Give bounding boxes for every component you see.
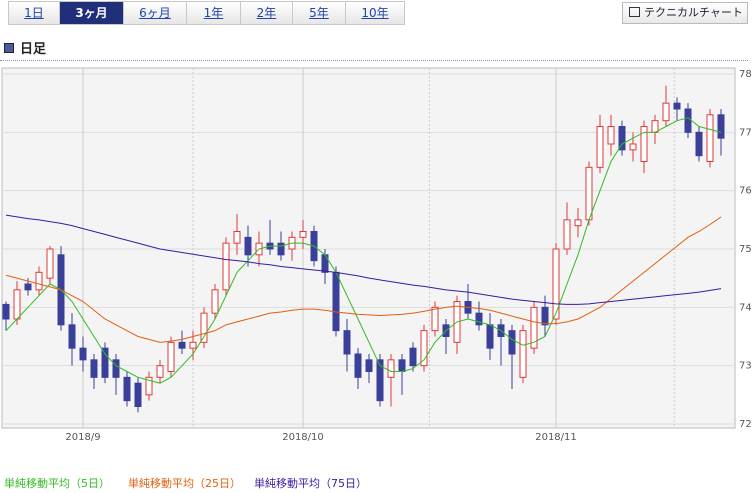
candle-body — [222, 242, 230, 291]
candle-body — [167, 341, 175, 373]
candle-body — [134, 382, 142, 407]
candle-body — [552, 248, 560, 320]
divider — [0, 60, 748, 61]
candle-body — [717, 114, 725, 139]
ma-line — [5, 117, 722, 384]
candle-body — [376, 359, 384, 402]
y-tick-label: 73 — [739, 361, 752, 372]
y-tick-label: 74 — [739, 302, 752, 313]
candle-body — [662, 102, 670, 122]
section-title: 日足 — [20, 42, 47, 57]
button-label: テクニカルチャート — [644, 6, 743, 19]
ma-line — [5, 216, 722, 343]
y-tick-label: 77 — [739, 127, 752, 138]
y-tick-label: 78 — [739, 69, 752, 80]
candle-body — [530, 306, 538, 349]
candle-body — [244, 236, 252, 256]
candle-body — [684, 108, 692, 133]
candle-body — [508, 330, 516, 355]
candle-body — [200, 312, 208, 343]
candle-body — [541, 306, 549, 326]
candle-body — [90, 359, 98, 378]
candle-body — [420, 330, 428, 367]
y-tick-label: 76 — [739, 186, 752, 197]
y-tick-label: 75 — [739, 244, 752, 255]
candle-body — [431, 306, 439, 332]
candle-body — [563, 219, 571, 250]
candle-body — [211, 289, 219, 314]
candle-body — [387, 359, 395, 378]
candle-body — [519, 330, 527, 378]
candle-body — [79, 347, 87, 361]
candle-body — [475, 312, 483, 326]
candle-body — [354, 353, 362, 378]
candle-body — [585, 166, 593, 221]
candle-body — [409, 347, 417, 367]
candle-body — [651, 120, 659, 133]
candle-body — [101, 347, 109, 378]
candle-body — [486, 324, 494, 349]
period-tab[interactable]: 6ヶ月 — [123, 1, 187, 25]
candle-body — [596, 126, 604, 168]
period-tab[interactable]: 1年 — [186, 1, 241, 25]
candle-body — [24, 283, 32, 291]
candle-body — [35, 271, 43, 291]
technical-chart-button[interactable]: テクニカルチャート — [622, 2, 748, 24]
candle-body — [2, 303, 10, 320]
candle-body — [629, 143, 637, 151]
candle-body — [189, 341, 197, 349]
period-tab[interactable]: 10年 — [345, 1, 405, 25]
candle-body — [46, 248, 54, 279]
section-header: 日足 — [4, 38, 46, 57]
candle-body — [673, 102, 681, 110]
x-tick-label: 2018/9 — [65, 432, 100, 443]
x-tick-label: 2018/10 — [282, 432, 324, 443]
period-tab[interactable]: 2年 — [240, 1, 293, 25]
candle-body — [343, 330, 351, 355]
candle-body — [299, 231, 307, 238]
candle-body — [640, 126, 648, 162]
candle-body — [574, 219, 582, 227]
candle-body — [13, 289, 21, 320]
candle-body — [398, 359, 406, 373]
candle-body — [233, 231, 241, 244]
candle-body — [618, 126, 626, 151]
candle-body — [68, 324, 76, 349]
x-tick-label: 2018/11 — [535, 432, 577, 443]
candle-body — [607, 126, 615, 145]
candle-body — [365, 359, 373, 373]
legend-entry: 単純移動平均（5日） — [4, 476, 110, 490]
candle-body — [706, 114, 714, 163]
y-tick-label: 72 — [739, 419, 752, 430]
candle-body — [145, 376, 153, 396]
candle-body — [695, 131, 703, 157]
candle-body — [156, 365, 164, 378]
candle-body — [178, 341, 186, 349]
period-tabs: 1日 3ヶ月 6ヶ月 1年 2年 5年 10年 — [8, 1, 405, 25]
period-tab[interactable]: 3ヶ月 — [59, 1, 124, 25]
legend-entry: 単純移動平均（25日） — [128, 476, 241, 490]
period-tab[interactable]: 1日 — [8, 1, 60, 25]
candle-body — [332, 271, 340, 332]
candle-body — [112, 359, 120, 378]
legend-entry: 単純移動平均（75日） — [254, 476, 367, 490]
candle-body — [123, 376, 131, 402]
ma-line — [5, 214, 722, 305]
candle-body — [277, 242, 285, 256]
